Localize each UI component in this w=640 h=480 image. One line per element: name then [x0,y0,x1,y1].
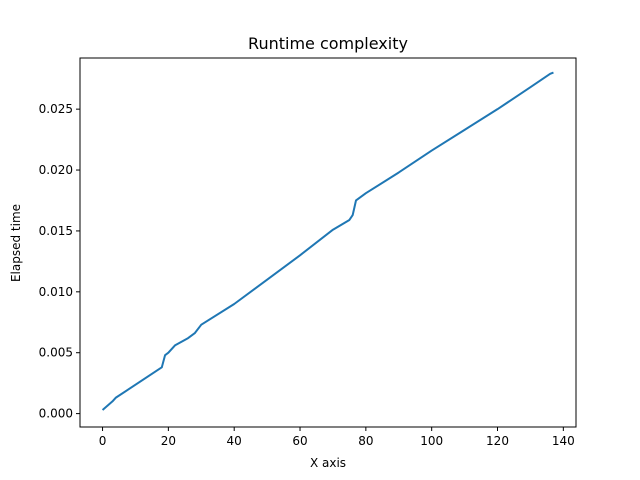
y-axis-label: Elapsed time [9,204,23,282]
x-tick-label: 80 [358,434,373,448]
y-tick-label: 0.015 [39,224,73,238]
y-tick-label: 0.010 [39,285,73,299]
series-line-0 [101,71,554,411]
y-axis-ticks: 0.000 0.005 0.010 0.015 0.020 0.025 [39,102,80,421]
y-tick-label: 0.005 [39,346,73,360]
x-axis-label: X axis [310,456,346,470]
x-tick-label: 0 [99,434,107,448]
x-tick-label: 60 [292,434,307,448]
x-tick-label: 120 [486,434,509,448]
y-tick-label: 0.025 [39,102,73,116]
x-tick-label: 40 [227,434,242,448]
plot-frame [79,57,577,428]
y-tick-label: 0.000 [39,407,73,421]
y-tick-label: 0.020 [39,163,73,177]
chart-title: Runtime complexity [248,34,408,53]
x-tick-label: 100 [420,434,443,448]
x-tick-label: 20 [161,434,176,448]
series-layer [101,71,554,411]
x-tick-label: 140 [552,434,575,448]
x-axis-ticks: 0 20 40 60 80 100 120 140 [99,427,575,448]
